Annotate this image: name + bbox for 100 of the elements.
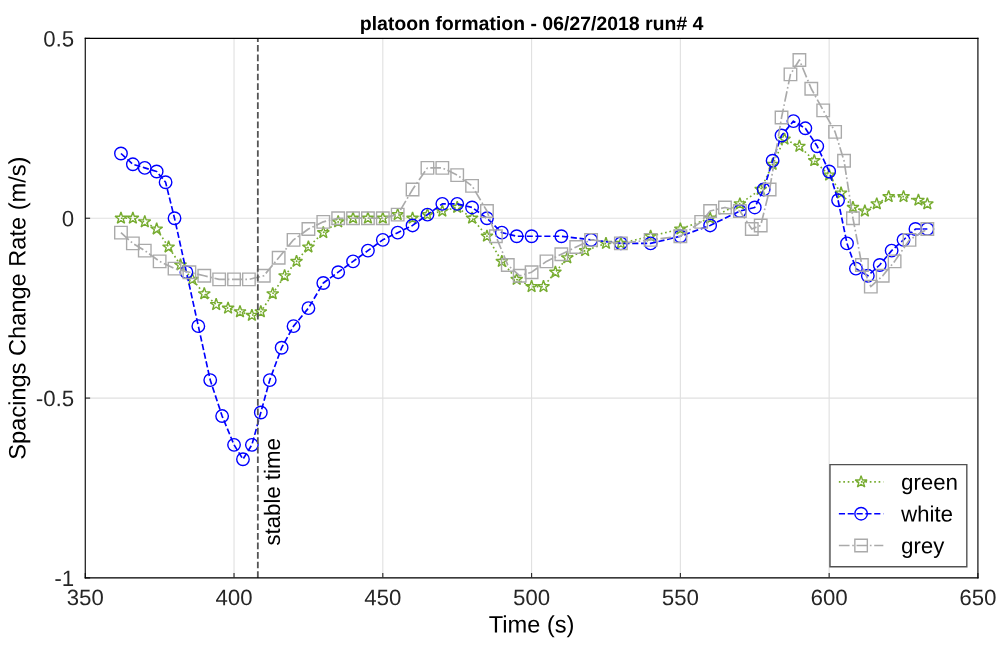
point: [870, 196, 884, 210]
point: [694, 214, 709, 229]
point: [316, 276, 331, 290]
point: [887, 254, 902, 269]
point: [274, 340, 289, 355]
point: [512, 268, 527, 283]
point: [896, 189, 911, 203]
point: [524, 265, 539, 280]
point: [405, 182, 420, 197]
point: [539, 254, 554, 269]
point: [854, 258, 869, 272]
point: [848, 261, 863, 276]
point: [703, 218, 718, 233]
point: [390, 225, 405, 240]
point: [316, 225, 330, 239]
point: [703, 211, 717, 224]
point: [774, 128, 789, 143]
point: [822, 164, 837, 179]
point: [884, 243, 899, 258]
y-tick-label: -1: [55, 570, 74, 586]
point: [227, 272, 241, 287]
point: [786, 114, 801, 129]
y-axis-title: Spacings Change Rate (m/s): [8, 158, 31, 459]
point: [673, 222, 688, 235]
point: [840, 236, 854, 251]
point: [765, 153, 780, 168]
point: [435, 204, 449, 217]
point: [762, 182, 777, 197]
point: [495, 254, 509, 268]
point: [167, 261, 182, 276]
point: [286, 232, 301, 247]
point: [816, 103, 831, 118]
point: [747, 200, 762, 215]
point: [262, 373, 277, 388]
x-tick-label: 650: [960, 589, 996, 606]
point: [494, 225, 509, 240]
point: [703, 204, 718, 218]
point: [244, 437, 259, 452]
point: [834, 186, 848, 199]
y-tick-label: 0: [62, 210, 74, 227]
point: [718, 200, 732, 215]
point: [599, 236, 613, 250]
point: [744, 222, 759, 236]
y-tick-label: -0.5: [36, 390, 74, 407]
point: [831, 193, 846, 208]
point: [114, 211, 128, 224]
point: [875, 268, 890, 283]
point: [488, 229, 503, 244]
point: [554, 247, 569, 262]
point: [420, 160, 435, 175]
point: [548, 265, 563, 278]
point: [331, 265, 346, 280]
point: [435, 196, 450, 211]
point: [271, 250, 286, 265]
point: [450, 168, 465, 183]
point: [450, 196, 465, 211]
point: [212, 272, 227, 287]
x-tick-label: 500: [513, 589, 550, 606]
chart-title: platoon formation - 06/27/2018 run# 4: [361, 15, 704, 35]
point: [500, 258, 515, 272]
point: [882, 189, 896, 203]
point: [569, 240, 584, 254]
point: [765, 157, 780, 171]
point: [807, 153, 821, 167]
point: [125, 236, 140, 251]
point: [114, 146, 128, 161]
point: [465, 211, 479, 224]
point: [316, 214, 331, 229]
point: [253, 405, 268, 420]
point: [480, 204, 494, 218]
point: [301, 240, 316, 253]
point: [774, 110, 789, 125]
legend-label: green: [902, 477, 957, 495]
point: [911, 193, 926, 207]
point: [221, 301, 235, 314]
point: [837, 153, 851, 168]
point: [197, 286, 211, 300]
point: [209, 297, 223, 311]
point: [822, 168, 836, 181]
point: [161, 240, 176, 253]
point: [753, 218, 768, 233]
point: [289, 254, 304, 268]
point: [896, 232, 911, 247]
point: [360, 243, 375, 258]
point: [554, 229, 569, 244]
point: [828, 124, 843, 139]
point: [236, 452, 250, 467]
y-tick-label: 0.5: [44, 30, 74, 47]
point: [266, 286, 280, 300]
point: [810, 139, 825, 154]
point: [301, 301, 316, 316]
point: [185, 272, 200, 286]
point: [173, 258, 188, 271]
legend-label: white: [901, 505, 952, 522]
point: [245, 308, 259, 322]
point: [536, 279, 551, 293]
point: [152, 254, 167, 269]
point: [792, 53, 807, 67]
point: [643, 232, 658, 247]
x-tick-label: 400: [216, 589, 252, 606]
